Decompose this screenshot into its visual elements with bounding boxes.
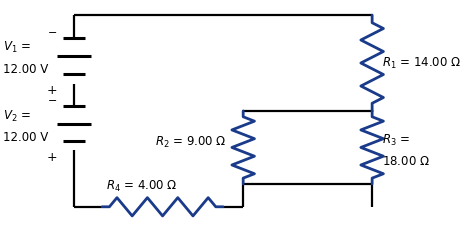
Text: $R_4$ = 4.00 $\Omega$: $R_4$ = 4.00 $\Omega$ [106, 179, 178, 194]
Text: 12.00 V: 12.00 V [3, 63, 49, 76]
Text: $R_2$ = 9.00 $\Omega$: $R_2$ = 9.00 $\Omega$ [154, 135, 226, 150]
Text: 12.00 V: 12.00 V [3, 131, 49, 144]
Text: $V_2$ =: $V_2$ = [3, 109, 31, 124]
Text: $R_1$ = 14.00 $\Omega$: $R_1$ = 14.00 $\Omega$ [382, 55, 461, 70]
Text: $-$: $-$ [46, 94, 57, 104]
Text: 18.00 $\Omega$: 18.00 $\Omega$ [382, 155, 430, 168]
Text: $-$: $-$ [46, 26, 57, 36]
Text: $V_1$ =: $V_1$ = [3, 40, 31, 55]
Text: $R_3$ =: $R_3$ = [382, 133, 410, 148]
Text: $+$: $+$ [46, 151, 57, 164]
Text: $+$: $+$ [46, 85, 57, 97]
